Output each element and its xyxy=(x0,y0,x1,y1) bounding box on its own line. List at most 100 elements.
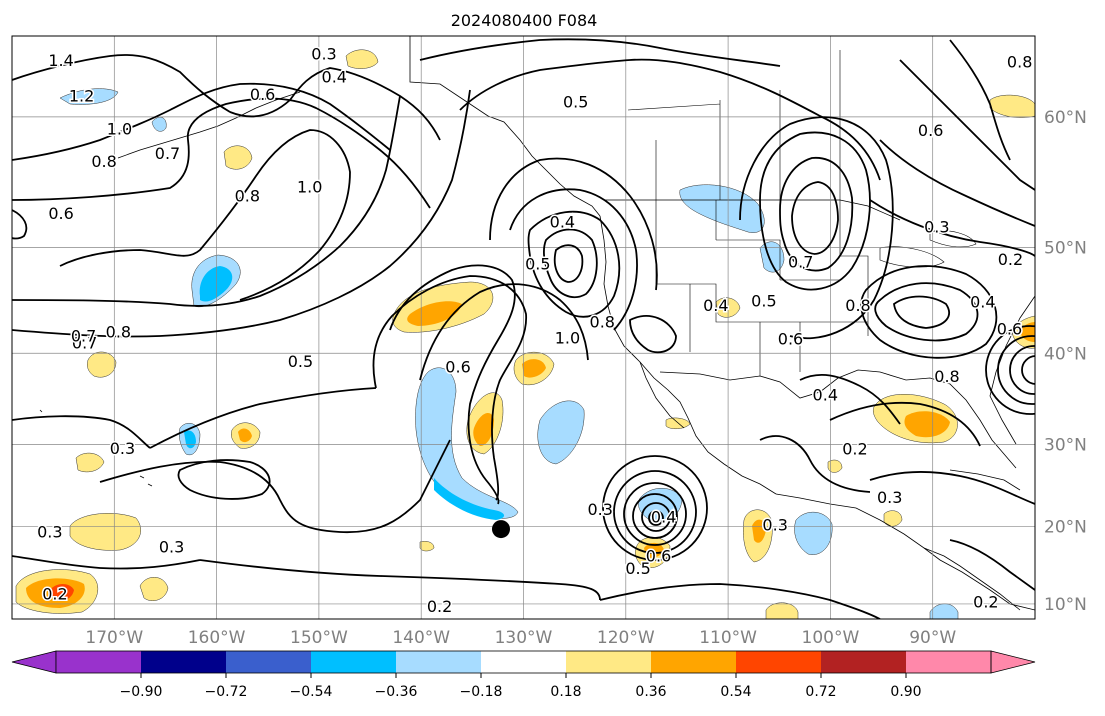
cyclone-contour xyxy=(641,502,671,532)
contour-line xyxy=(879,139,1035,227)
contour-line xyxy=(12,95,401,307)
contour-line xyxy=(874,282,979,342)
contour-label: 0.8 xyxy=(91,152,116,171)
positive-anomaly-region xyxy=(139,577,169,601)
contour-line xyxy=(899,59,1035,191)
contour-label: 0.2 xyxy=(842,440,867,459)
contour-line xyxy=(949,539,1035,591)
contour-line xyxy=(12,54,441,141)
negative-anomaly-core xyxy=(434,478,505,520)
colorbar-segment xyxy=(226,651,312,673)
cyclone-contour xyxy=(623,482,687,546)
east-low-contour xyxy=(997,335,1035,405)
latitude-label: 60°N xyxy=(1044,108,1087,128)
longitude-label: 120°W xyxy=(597,628,655,648)
positive-anomaly-region xyxy=(883,510,903,527)
contour-line xyxy=(759,435,871,493)
contour-label: 0.8 xyxy=(845,296,870,315)
contour-label: 0.5 xyxy=(625,559,650,578)
colorbar-segment xyxy=(736,651,822,673)
contour-line xyxy=(629,315,677,354)
contour-line xyxy=(543,228,598,299)
colorbar-segment xyxy=(651,651,737,673)
contour-label: 0.8 xyxy=(934,367,959,386)
bc-to-baja-coastline xyxy=(599,215,777,495)
gulf-coastline xyxy=(819,369,1017,469)
contour-label: 0.2 xyxy=(998,250,1023,269)
colorbar-segment xyxy=(821,651,907,673)
colorbar-segment xyxy=(906,651,992,673)
contour-label: 0.6 xyxy=(646,547,671,566)
contour-line xyxy=(860,265,998,359)
contour-label: 0.5 xyxy=(563,93,588,112)
negative-anomaly-region xyxy=(537,400,585,465)
graticule xyxy=(12,36,1035,619)
colorbar-tick-label: −0.72 xyxy=(205,684,248,700)
contour-line xyxy=(12,209,28,240)
latitude-labels: 60°N 50°N 40°N 30°N 20°N 10°N xyxy=(1044,108,1087,615)
colorbar-tick-label: −0.54 xyxy=(290,684,333,700)
positive-anomaly-region xyxy=(345,49,379,69)
aleutian-islands xyxy=(117,91,301,159)
central-america-coast xyxy=(923,547,1035,611)
negative-anomaly-region xyxy=(794,512,833,555)
contour-label: 0.6 xyxy=(918,121,943,140)
positive-anomaly-core xyxy=(904,411,950,438)
positive-anomaly-core xyxy=(522,359,546,378)
contour-label: 0.8 xyxy=(1007,53,1032,72)
contour-line xyxy=(489,157,658,291)
contour-line xyxy=(829,401,981,447)
contour-label: 0.3 xyxy=(762,515,787,534)
contour-label: 0.2 xyxy=(427,597,452,616)
positive-anomaly-peak xyxy=(50,584,74,601)
contour-label: 0.4 xyxy=(970,293,995,312)
contour-label: 0.8 xyxy=(235,186,260,205)
contour-label: 0.3 xyxy=(877,488,902,507)
negative-anomaly-region xyxy=(679,184,765,233)
cuba xyxy=(949,469,1021,491)
longitude-label: 140°W xyxy=(392,628,450,648)
colorbar: −0.90 −0.72 −0.54 −0.36 −0.18 0.18 0.36 0.54 0.7… xyxy=(11,650,1036,700)
colorbar-segment xyxy=(396,651,482,673)
negative-anomaly-core xyxy=(184,430,196,449)
contour-line xyxy=(12,97,431,209)
contour-label: 1.4 xyxy=(48,51,73,70)
colorbar-extend-low xyxy=(11,650,57,674)
longitude-label: 170°W xyxy=(85,628,143,648)
contour-lines xyxy=(12,38,1035,619)
great-lakes xyxy=(879,230,977,268)
colorbar-segment xyxy=(481,651,567,673)
colorbar-segment xyxy=(311,651,397,673)
latitude-label: 30°N xyxy=(1044,435,1087,455)
contour-labels: 1.41.21.00.8 0.70.60.60.40.30.8 1.00.50.80… xyxy=(36,43,1034,619)
contour-label: 0.4 xyxy=(651,507,676,526)
longitude-label: 100°W xyxy=(802,628,860,648)
longitude-label: 110°W xyxy=(699,628,757,648)
contour-label: 0.7 xyxy=(788,252,813,271)
contour-line xyxy=(12,415,151,449)
colorbar-tick-label: −0.18 xyxy=(460,684,503,700)
positive-anomaly-region xyxy=(765,602,799,619)
storm-center-marker xyxy=(491,520,510,539)
colorbar-extend-high xyxy=(990,650,1036,674)
cyclone-contour xyxy=(613,470,697,554)
contour-line xyxy=(779,157,854,272)
colorbar-segment xyxy=(566,651,652,673)
contour-line xyxy=(59,129,351,301)
positive-anomaly-region xyxy=(419,541,435,552)
contour-label: 0.2 xyxy=(973,593,998,612)
contour-line xyxy=(527,210,621,318)
contour-line xyxy=(799,373,901,425)
contour-line xyxy=(12,89,471,338)
contour-line xyxy=(419,283,589,381)
positive-anomaly-core xyxy=(752,519,766,543)
positive-anomaly-core xyxy=(473,413,494,446)
contour-line xyxy=(459,58,881,181)
contour-line xyxy=(509,188,638,331)
colorbar-tick-label: 0.36 xyxy=(635,684,666,700)
contour-label: 1.0 xyxy=(555,329,580,348)
latitude-label: 10°N xyxy=(1044,595,1087,615)
colorbar-tick-label: −0.90 xyxy=(120,684,163,700)
longitude-label: 90°W xyxy=(909,628,956,648)
positive-anomaly-region xyxy=(989,94,1035,118)
